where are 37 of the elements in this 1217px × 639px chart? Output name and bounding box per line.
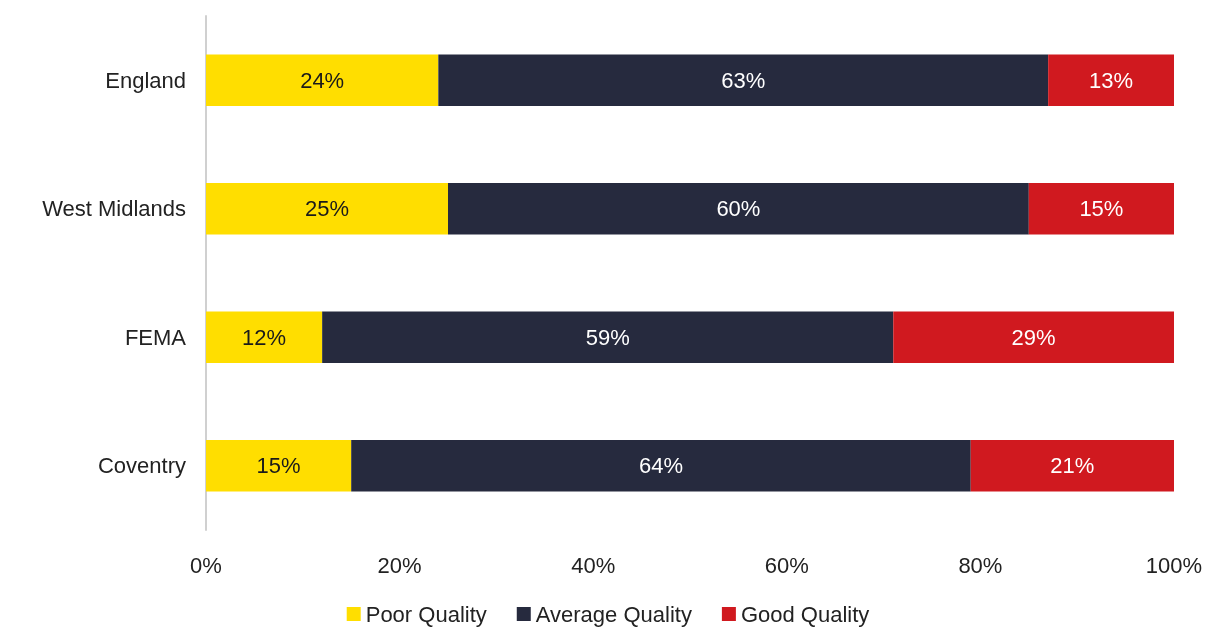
x-tick-label: 60% xyxy=(764,552,809,578)
legend-label: Average Quality xyxy=(535,601,692,627)
bar xyxy=(206,440,352,492)
bar xyxy=(448,183,1029,235)
bar xyxy=(893,311,1174,363)
data-label: 15% xyxy=(1079,196,1124,222)
legend-label: Poor Quality xyxy=(365,601,487,627)
x-tick-label: 100% xyxy=(1145,552,1203,578)
data-label: 29% xyxy=(1011,324,1056,350)
data-label: 12% xyxy=(242,324,287,350)
data-label: 21% xyxy=(1050,453,1095,479)
bar xyxy=(206,311,323,363)
bar xyxy=(206,183,448,235)
legend-label: Good Quality xyxy=(740,601,870,627)
bar xyxy=(351,440,971,492)
x-tick-label: 40% xyxy=(571,552,616,578)
data-label: 59% xyxy=(585,324,630,350)
bar xyxy=(438,54,1049,106)
data-label: 15% xyxy=(256,453,301,479)
y-tick-label: FEMA xyxy=(124,324,187,350)
x-tick-label: 0% xyxy=(190,552,222,578)
data-label: 60% xyxy=(716,196,761,222)
bar xyxy=(206,54,439,106)
bar xyxy=(1048,54,1174,106)
data-label: 63% xyxy=(721,67,766,93)
y-tick-label: England xyxy=(105,67,186,93)
data-label: 64% xyxy=(638,453,683,479)
bar xyxy=(1028,183,1174,235)
y-tick-label: Coventry xyxy=(97,453,186,479)
bar xyxy=(970,440,1174,492)
x-tick-label: 20% xyxy=(377,552,422,578)
data-label: 13% xyxy=(1089,67,1134,93)
y-tick-label: West Midlands xyxy=(42,196,186,222)
data-label: 25% xyxy=(304,196,350,222)
bar xyxy=(322,311,894,363)
data-label: 24% xyxy=(300,67,345,93)
x-tick-label: 80% xyxy=(958,552,1003,578)
